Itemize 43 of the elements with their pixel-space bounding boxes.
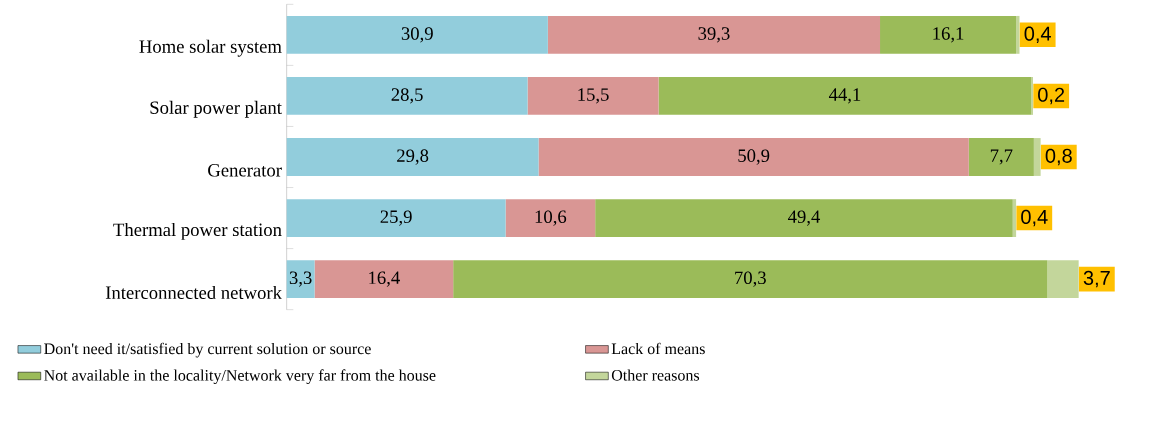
- data-label: 39,3: [698, 27, 730, 43]
- bar: [547, 15, 881, 54]
- data-label: 49,4: [787, 210, 821, 226]
- bar: [286, 138, 539, 176]
- bar: [286, 260, 315, 299]
- bar: [968, 138, 1034, 176]
- bar: [286, 15, 548, 54]
- bar: [286, 77, 528, 115]
- data-label: 44,1: [828, 88, 861, 104]
- legend-label: Don't need it/satisfied by current solution or source: [44, 342, 371, 358]
- data-label: 0,4: [1024, 26, 1051, 44]
- data-label: 28,5: [391, 88, 423, 104]
- bar: [1033, 138, 1041, 176]
- data-label: 70,3: [735, 271, 766, 287]
- y-tick-label: Solar power plant: [150, 100, 282, 118]
- data-label: 0,2: [1038, 87, 1065, 105]
- bar: [453, 260, 1048, 299]
- y-tick-label: Generator: [208, 164, 282, 177]
- y-tick-label: Thermal power station: [113, 222, 282, 240]
- data-label: 7,7: [990, 149, 1013, 165]
- data-label: 29,8: [397, 149, 429, 165]
- data-label: 10,6: [535, 210, 567, 226]
- data-label: 30,9: [401, 27, 433, 43]
- data-label: 25,9: [380, 210, 412, 226]
- data-label: 3,3: [289, 271, 312, 287]
- data-label: 16,1: [933, 27, 964, 43]
- y-tick-label: Home solar system: [139, 39, 282, 57]
- data-label: 0,4: [1021, 209, 1048, 227]
- data-label: 3,7: [1083, 270, 1110, 288]
- legend-label: Other reasons: [611, 369, 700, 381]
- bar: [538, 138, 969, 176]
- bar: [286, 199, 506, 237]
- legend-label: Lack of means: [611, 342, 705, 355]
- data-label: 15,5: [578, 88, 609, 104]
- data-label: 0,8: [1045, 148, 1072, 166]
- data-label: 50,9: [738, 149, 770, 165]
- bar: [527, 77, 659, 115]
- bar: [314, 260, 454, 299]
- data-label: 16,4: [369, 271, 400, 287]
- bar: [595, 199, 1013, 237]
- y-tick-label: Interconnected network: [105, 285, 282, 300]
- legend-label: Not available in the locality/Network very far from the house: [44, 369, 436, 385]
- bar: [505, 199, 596, 237]
